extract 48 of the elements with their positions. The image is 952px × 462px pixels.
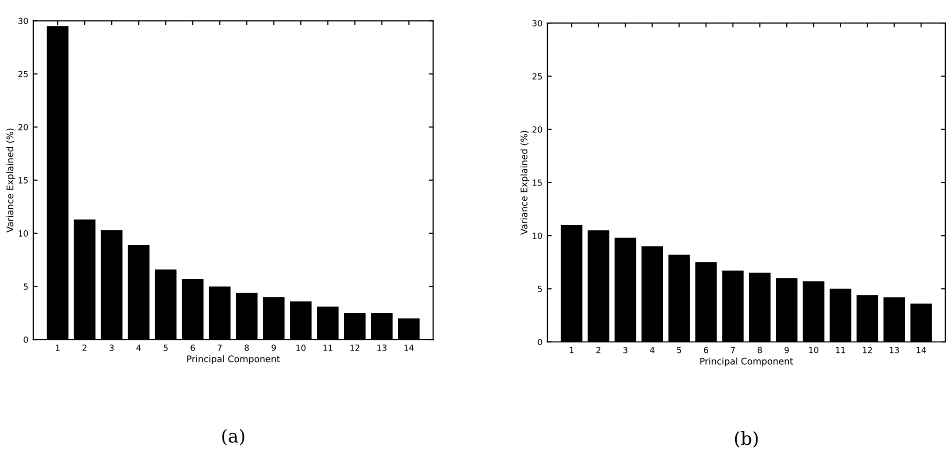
x-tick-label: 4 (136, 344, 141, 351)
x-tick-label: 6 (704, 346, 708, 354)
y-tick-label: 5 (538, 286, 542, 292)
y-axis-title: Variance Explained (%) (520, 130, 530, 235)
x-tick-label: 12 (350, 344, 360, 351)
x-tick-label: 7 (218, 344, 222, 351)
x-tick-label: 2 (596, 346, 600, 354)
x-tick-label: 5 (164, 344, 168, 351)
y-tick-label: 20 (18, 124, 28, 130)
y-tick-label: 0 (24, 336, 28, 343)
x-tick-label: 14 (916, 347, 926, 354)
text: (a) (222, 428, 244, 446)
x-tick-label: 9 (272, 344, 276, 351)
y-tick-label: 5 (24, 284, 28, 290)
y-tick-label: 0 (538, 338, 542, 346)
y-tick-label: 25 (18, 70, 28, 78)
y-tick-label: 30 (532, 20, 542, 26)
y-tick-label: 30 (18, 18, 28, 24)
x-tick-label: 6 (190, 344, 195, 351)
x-tick-label: 11 (323, 344, 332, 351)
x-tick-label: 1 (570, 347, 574, 354)
x-tick-label: 4 (650, 347, 654, 354)
x-tick-label: 10 (809, 346, 818, 354)
y-tick-label: 10 (532, 232, 542, 239)
x-tick-label: 3 (110, 344, 114, 351)
x-tick-label: 8 (244, 344, 249, 351)
y-tick-label: 15 (18, 177, 28, 184)
y-tick-label: 20 (532, 126, 542, 133)
text: (b) (734, 431, 758, 448)
x-tick-label: 13 (377, 344, 386, 351)
x-tick-label: 8 (758, 346, 762, 354)
y-tick-label: 10 (18, 230, 28, 237)
x-axis-title: Principal Component (700, 358, 794, 366)
x-tick-label: 2 (82, 344, 86, 351)
x-tick-label: 7 (730, 347, 735, 354)
x-tick-label: 3 (623, 346, 628, 354)
x-tick-label: 14 (404, 344, 414, 351)
x-tick-label: 12 (862, 346, 872, 354)
x-tick-label: 1 (56, 344, 60, 351)
x-tick-label: 5 (677, 347, 682, 354)
x-tick-label: 10 (296, 344, 306, 351)
y-tick-label: 25 (532, 73, 542, 80)
y-tick-label: 15 (532, 180, 542, 186)
x-tick-label: 9 (784, 346, 789, 354)
x-tick-label: 13 (890, 346, 899, 354)
x-axis-title: Principal Component (187, 355, 280, 364)
x-tick-label: 11 (836, 347, 846, 354)
y-axis-title: Variance Explained (%) (6, 128, 16, 232)
